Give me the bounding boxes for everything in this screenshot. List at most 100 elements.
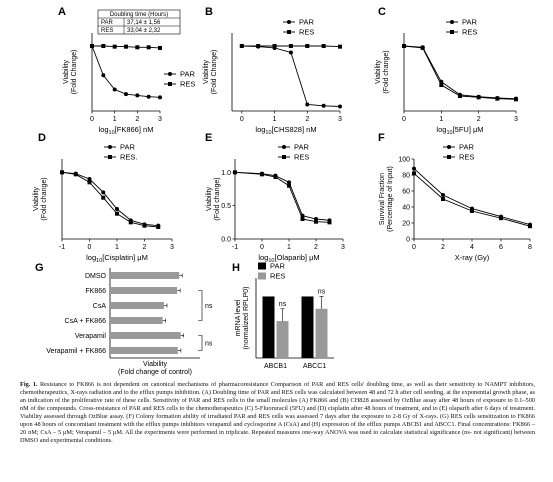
h-legend-label-0: PAR bbox=[270, 262, 285, 271]
e-point-res-2 bbox=[273, 175, 278, 179]
panel-b: 0 1 2 3 log10[CHS828] nM Viability (Fold Chang… bbox=[190, 10, 355, 137]
panel-a: 0 1 2 3 log10[FK866] nM Viability (Fold Change… bbox=[22, 9, 197, 136]
a-xtick-label-0: 0 bbox=[90, 116, 94, 123]
f-ylabel-line-1: (Percentage of Input) bbox=[387, 166, 394, 232]
e-xtick-label-3: 2 bbox=[314, 244, 318, 251]
a-table-row-0-name: PAR bbox=[101, 20, 114, 26]
b-legend-marker-0 bbox=[287, 20, 291, 24]
a-point-res-1 bbox=[101, 44, 106, 48]
d-xtick-label-3: 2 bbox=[143, 244, 147, 251]
g-bar-0 bbox=[110, 272, 180, 279]
h-category-label-1: ABCC1 bbox=[303, 363, 326, 370]
b-point-res-0 bbox=[239, 44, 244, 48]
g-ns-label-1: ns bbox=[205, 341, 213, 348]
a-point-res-3 bbox=[124, 44, 128, 49]
panel-h: ns ABCB1 ns ABCC1 mRNA level (normalized RPLP… bbox=[228, 262, 388, 380]
e-xlabel: log10[Olaparib] μM bbox=[258, 253, 319, 264]
c-xtick-label-1: 1 bbox=[439, 116, 443, 123]
d-legend-marker-0 bbox=[108, 145, 112, 149]
a-series-line-par bbox=[91, 45, 161, 98]
b-point-res-4 bbox=[305, 44, 310, 48]
h-legend-label-1: RES bbox=[270, 272, 285, 281]
panel-f: 0 2 4 6 8 0 20 40 60 80 100 X-ray (Gy) Survival Frac… bbox=[368, 137, 543, 263]
b-legend-label-0: PAR bbox=[299, 18, 314, 27]
h-legend-swatch-1 bbox=[258, 272, 266, 280]
h-bar-abcb1-par bbox=[262, 296, 275, 358]
d-point-res-5 bbox=[128, 220, 133, 225]
d-legend-marker-1 bbox=[108, 155, 112, 159]
b-ylabel-line-1: (Fold Change) bbox=[211, 50, 218, 95]
f-point-res-0 bbox=[412, 171, 416, 176]
a-point-par-1 bbox=[101, 73, 106, 78]
c-xlabel-pre: log bbox=[436, 125, 446, 134]
a-point-par-6 bbox=[158, 95, 162, 100]
d-series-line-res bbox=[61, 171, 159, 228]
b-xlabel: log10[CHS828] nM bbox=[255, 125, 316, 136]
e-legend-marker-0 bbox=[282, 145, 286, 149]
d-xlabel-post: [Cisplatin] μM bbox=[102, 253, 148, 262]
f-legend-label-1: RES bbox=[459, 153, 474, 162]
c-series-line-res bbox=[403, 45, 517, 100]
c-ylabel-line-0: Viability bbox=[375, 60, 382, 84]
b-xtick-label-3: 3 bbox=[338, 116, 342, 123]
f-ytick-label-1: 20 bbox=[402, 221, 410, 228]
h-category-label-0: ABCB1 bbox=[264, 363, 287, 370]
c-legend-marker-1 bbox=[450, 30, 454, 34]
d-ylabel-line-1: (Fold change) bbox=[41, 177, 48, 220]
c-point-res-1 bbox=[420, 45, 425, 50]
e-ytick-label-2: 1.0 bbox=[221, 170, 231, 177]
a-legend-label-1: RES bbox=[180, 80, 195, 89]
g-bar-1 bbox=[110, 287, 178, 294]
g-category-label-4: Verapamil bbox=[75, 333, 107, 340]
e-series-line-par bbox=[234, 171, 330, 221]
b-series-line-par bbox=[241, 45, 341, 107]
d-point-par-4 bbox=[115, 207, 119, 211]
g-category-label-2: CsA bbox=[93, 303, 107, 310]
g-xlabel-line-0: Viability bbox=[143, 361, 167, 368]
h-ylabel-line-0: mRNA level bbox=[235, 299, 242, 336]
b-xlabel-pre: log bbox=[255, 125, 265, 134]
f-point-res-2 bbox=[470, 209, 474, 213]
g-bar-3 bbox=[110, 317, 163, 324]
panel-g-svg: DMSO FK866 CsA CsA + FK866 Verapamil Verapami… bbox=[46, 268, 213, 376]
panel-label-e: E bbox=[205, 132, 213, 144]
b-xtick-label-1: 1 bbox=[273, 116, 277, 123]
a-xlabel-pre: log bbox=[99, 125, 109, 134]
d-point-res-1 bbox=[73, 172, 78, 177]
g-ns-bracket-0 bbox=[198, 290, 203, 321]
a-point-res-0 bbox=[90, 44, 94, 48]
a-table-header: Doubling time (Hours) bbox=[110, 12, 168, 18]
c-point-res-6 bbox=[514, 97, 518, 102]
c-series-line-par bbox=[403, 45, 517, 100]
a-table-row-0-value: 37,14 ± 1,56 bbox=[127, 20, 161, 26]
g-category-label-3: CsA + FK866 bbox=[65, 318, 107, 325]
panel-a-svg: 0 1 2 3 log10[FK866] nM Viability (Fold Change… bbox=[63, 9, 195, 136]
a-point-par-5 bbox=[146, 94, 151, 99]
g-ns-label-0: ns bbox=[205, 303, 213, 310]
f-point-par-1 bbox=[441, 193, 445, 197]
panel-g: DMSO FK866 CsA CsA + FK866 Verapamil Verapami… bbox=[22, 262, 232, 380]
f-xlabel: X-ray (Gy) bbox=[455, 253, 490, 262]
f-ylabel-line-0: Survival Fraction bbox=[379, 173, 386, 225]
f-ytick-label-3: 60 bbox=[402, 189, 410, 196]
panel-b-svg: 0 1 2 3 log10[CHS828] nM Viability (Fold Chang… bbox=[203, 18, 342, 137]
f-ytick-label-5: 100 bbox=[398, 157, 410, 164]
a-point-par-3 bbox=[124, 92, 128, 97]
f-point-res-1 bbox=[441, 197, 445, 201]
b-xlabel-sub: 10 bbox=[265, 130, 271, 136]
c-ylabel-line-1: (Fold change) bbox=[383, 50, 390, 93]
c-legend-label-0: PAR bbox=[462, 18, 477, 27]
e-xtick-label-4: 3 bbox=[341, 244, 345, 251]
b-point-par-6 bbox=[338, 104, 342, 109]
e-point-res-6 bbox=[327, 220, 332, 225]
c-xlabel-post: [5FU] μM bbox=[453, 125, 484, 134]
f-xtick-label-2: 4 bbox=[470, 244, 474, 251]
e-legend-marker-1 bbox=[282, 155, 286, 159]
g-xlabel-line-1: (Fold change of control) bbox=[118, 369, 192, 376]
a-xlabel-post: [FK866] nM bbox=[115, 125, 154, 134]
a-legend-marker-0 bbox=[168, 72, 172, 76]
panel-label-c: C bbox=[378, 6, 386, 18]
b-point-res-5 bbox=[321, 44, 326, 48]
e-point-res-4 bbox=[300, 217, 305, 221]
